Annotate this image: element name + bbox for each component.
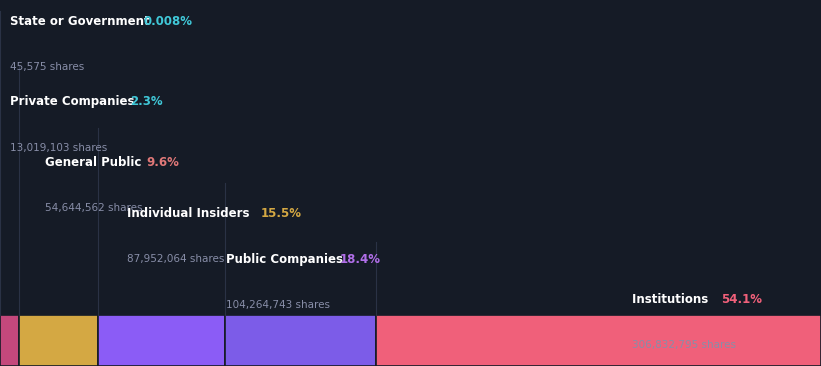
Bar [19, 315, 98, 366]
Text: 87,952,064 shares: 87,952,064 shares [127, 254, 225, 264]
Bar [0, 315, 19, 366]
Text: 45,575 shares: 45,575 shares [10, 62, 84, 72]
Text: State or Government: State or Government [10, 15, 158, 28]
Text: Individual Insiders: Individual Insiders [127, 207, 258, 220]
Text: Public Companies: Public Companies [226, 253, 351, 266]
Text: 9.6%: 9.6% [147, 156, 180, 169]
Bar [98, 315, 225, 366]
Bar [377, 315, 821, 366]
Bar [225, 315, 377, 366]
Text: 306,832,795 shares: 306,832,795 shares [632, 340, 736, 350]
Text: General Public: General Public [45, 156, 149, 169]
Text: 18.4%: 18.4% [340, 253, 381, 266]
Text: 15.5%: 15.5% [261, 207, 301, 220]
Text: 2.3%: 2.3% [131, 95, 163, 108]
Text: Institutions: Institutions [632, 293, 717, 306]
Text: 0.008%: 0.008% [144, 15, 192, 28]
Text: 54.1%: 54.1% [721, 293, 762, 306]
Text: Private Companies: Private Companies [10, 95, 143, 108]
Text: 104,264,743 shares: 104,264,743 shares [226, 300, 330, 310]
Text: 54,644,562 shares: 54,644,562 shares [45, 203, 143, 213]
Text: 13,019,103 shares: 13,019,103 shares [10, 143, 107, 153]
